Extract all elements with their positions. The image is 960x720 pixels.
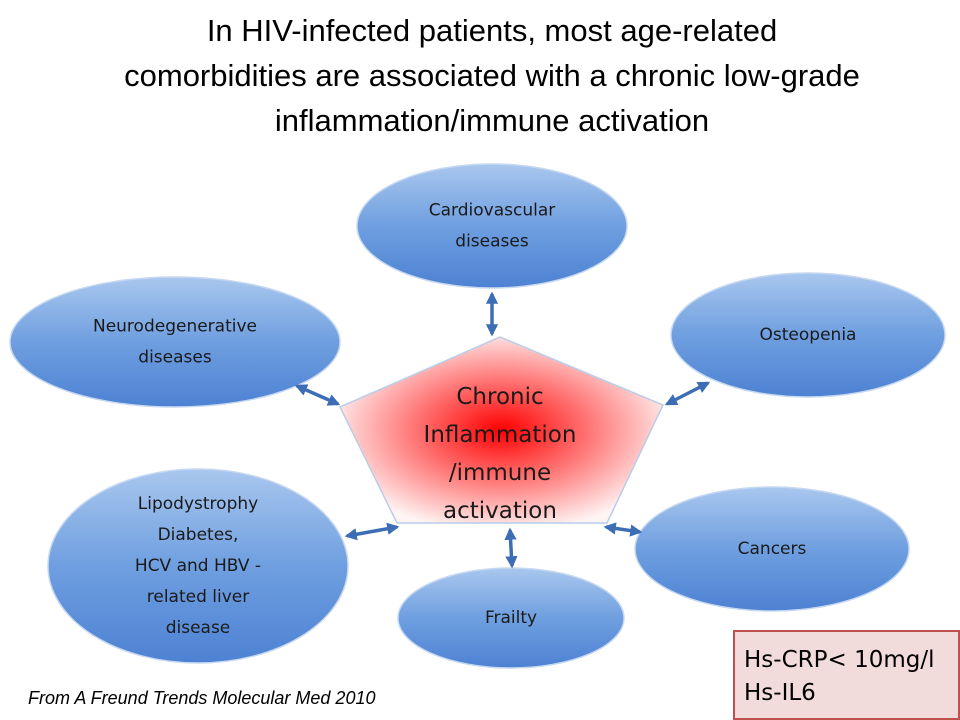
node-label-line: Neurodegenerative [93,317,257,337]
note-box [733,630,960,720]
center-label-line: activation [443,498,557,524]
node-label-line: related liver [147,587,250,607]
node-label-line: Frailty [485,608,537,628]
note-line: Hs-CRP< 10mg/l [744,647,934,673]
node-label-line: diseases [455,232,529,252]
node-label: Cancers [738,539,807,559]
node-label: Osteopenia [760,325,857,345]
arrow [344,522,400,541]
node-ellipse [47,468,349,664]
arrow [294,384,341,406]
center-label-line: /immune [449,460,551,486]
arrow [504,527,518,569]
node-label: Cardiovascular diseases [429,201,555,252]
node-label-line: diseases [138,348,212,368]
node-ellipse [670,272,946,398]
node-label: Frailty [485,608,537,628]
node-label-line: Cancers [738,539,807,559]
node-label: Lipodystrophy Diabetes, HCV and HBV - relat… [135,494,261,638]
node-label: Neurodegenerative diseases [93,317,257,368]
slide-title: In HIV-infected patients, most age-relat… [124,13,860,138]
node-ellipse [9,276,341,408]
node-label-line: disease [166,618,231,638]
inflammation-pentagon [338,336,665,524]
center-label-line: Inflammation [424,422,577,448]
title-line: comorbidities are associated with a chro… [124,58,860,93]
node-label-line: HCV and HBV - [135,556,261,576]
title-line: inflammation/immune activation [275,103,709,138]
note-line: Hs-IL6 [744,680,816,706]
node-label-line: Osteopenia [760,325,857,345]
arrow [603,522,643,537]
arrow [664,381,711,406]
source-citation: From A Freund Trends Molecular Med 2010 [28,688,375,708]
node-ellipse [356,163,628,289]
center-label: Chronic Inflammation/immune activation [424,384,577,524]
note-text: Hs-CRP< 10mg/l Hs-IL6 [744,647,934,706]
node-ellipse [634,486,910,612]
node-label-line: Lipodystrophy [138,494,258,514]
comorbidity-nodes: Cardiovascular diseases Neurodegenerative d… [9,163,946,669]
center-label-line: Chronic [456,384,543,410]
node-label-line: Cardiovascular [429,201,555,221]
node-label-line: Diabetes, [158,525,239,545]
title-line: In HIV-infected patients, most age-relat… [207,13,777,48]
